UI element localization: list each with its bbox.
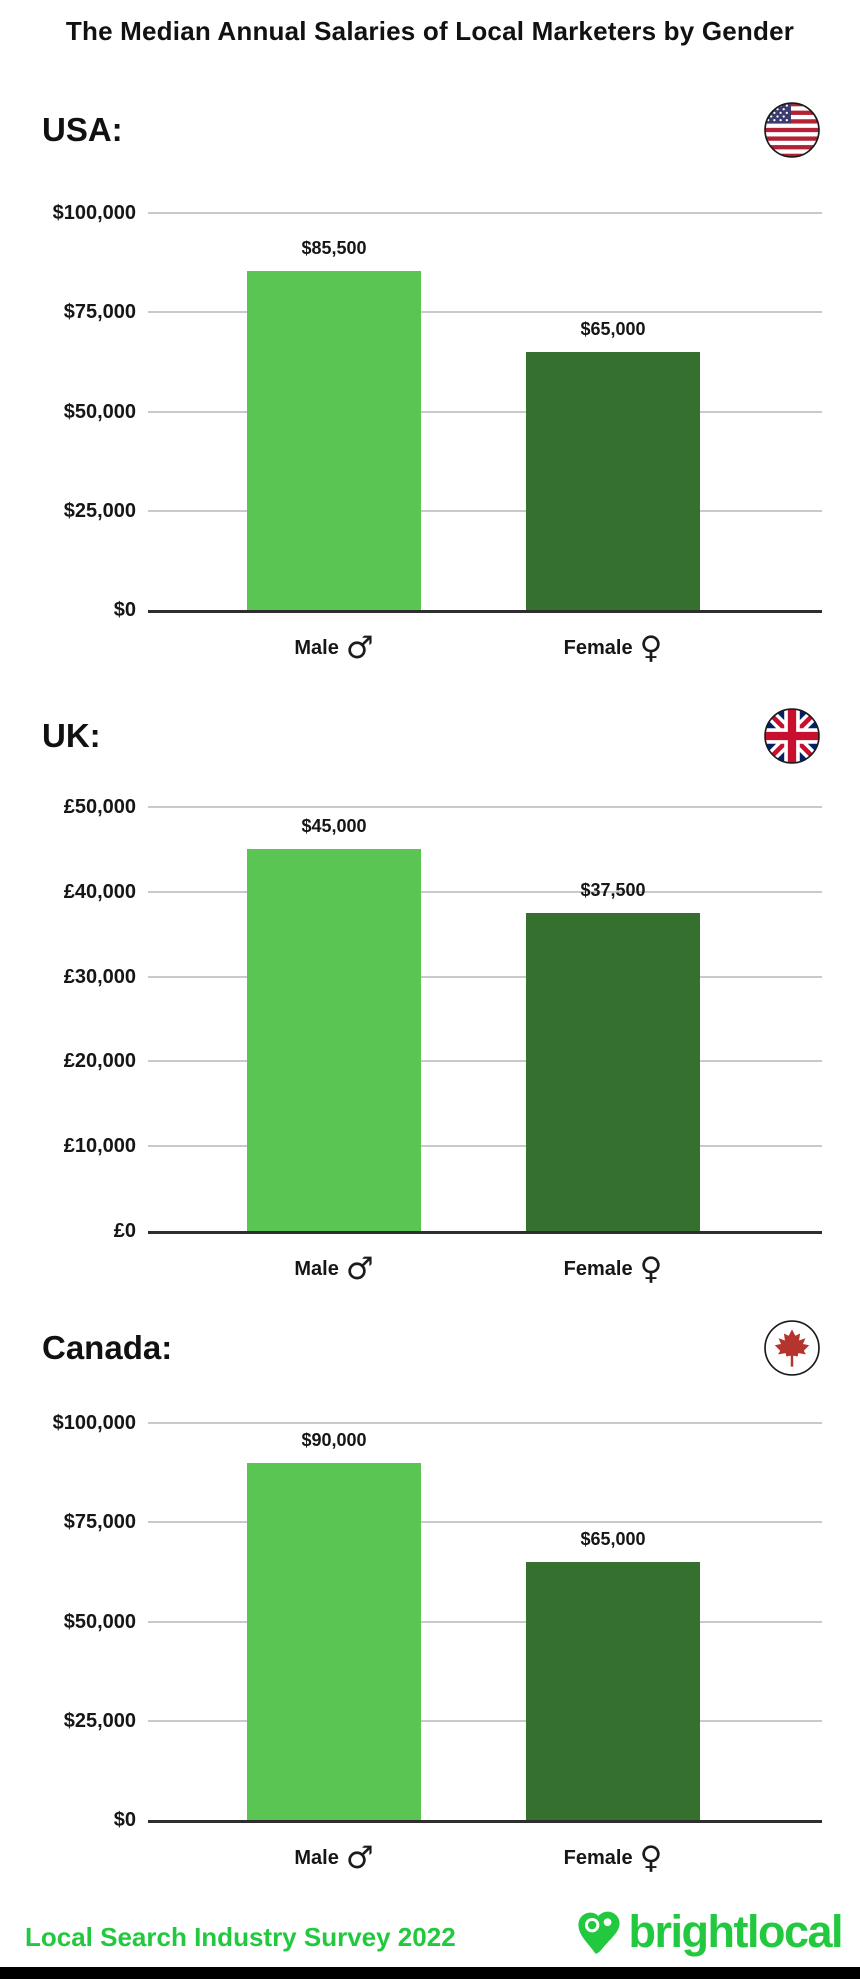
x-axis-label-male: Male ♂ [294, 628, 373, 668]
bar-value-label: $90,000 [301, 1429, 367, 1450]
gridline [148, 1620, 822, 1623]
gridline [148, 410, 822, 413]
brand-name: brightlocal [628, 1906, 843, 1957]
gridline [148, 1719, 822, 1722]
category-label: Female [563, 1846, 633, 1869]
y-tick-label: $0 [113, 1809, 136, 1831]
x-axis-label-male: Male ♂ [294, 1838, 373, 1878]
y-tick-label: $75,000 [63, 301, 136, 324]
female-icon: ♀ [639, 1250, 663, 1287]
y-tick-label: $0 [113, 599, 136, 621]
category-label: Male [294, 1846, 339, 1869]
gridline [148, 1422, 822, 1424]
gridline [148, 1145, 822, 1148]
section-title-canada: Canada: [42, 1329, 173, 1366]
male-icon: ♂ [345, 1839, 374, 1876]
brightlocal-pin-icon [578, 1911, 621, 1954]
section-head-canada: Canada: [42, 1318, 820, 1378]
male-bar [247, 1462, 421, 1820]
y-tick-label: £50,000 [63, 796, 136, 818]
category-label: Male [294, 636, 339, 659]
gridline [148, 1521, 822, 1524]
y-tick-label: £20,000 [63, 1050, 136, 1073]
x-axis-label-male: Male ♂ [294, 1249, 373, 1289]
x-axis-label-female: Female ♀ [564, 628, 663, 668]
bar-value-label: $37,500 [580, 880, 646, 900]
canada-flag-icon [764, 1320, 820, 1376]
y-tick-label: $50,000 [63, 1610, 136, 1633]
y-tick-label: £10,000 [63, 1135, 136, 1158]
y-tick-label: £30,000 [63, 965, 136, 988]
survey-label: Local Search Industry Survey 2022 [25, 1922, 456, 1952]
gridline [148, 1060, 822, 1063]
bar-value-label: $85,500 [301, 237, 367, 258]
section-head-usa: USA: [42, 100, 820, 160]
bar-value-label: $65,000 [580, 318, 646, 339]
male-bar [247, 849, 421, 1231]
bar-value-label: $45,000 [301, 816, 367, 837]
section-head-uk: UK: [42, 706, 820, 766]
y-tick-label: $25,000 [63, 1709, 136, 1732]
y-tick-label: £0 [113, 1220, 136, 1242]
page-title: The Median Annual Salaries of Local Mark… [65, 16, 795, 46]
female-icon: ♀ [639, 629, 663, 666]
y-tick-label: $50,000 [63, 400, 136, 423]
y-tick-label: $100,000 [52, 1412, 136, 1434]
female-bar [526, 351, 700, 610]
female-bar [526, 913, 700, 1231]
usa-flag-icon [764, 102, 820, 158]
brightlocal-logo: brightlocal [576, 1906, 843, 1958]
bar-value-label: $65,000 [580, 1528, 646, 1549]
uk-flag-icon [764, 708, 820, 764]
uk-chart: $45,000 $37,500 £50,000 £40,000 £30,000 £20,0… [25, 796, 825, 1301]
gridline [148, 509, 822, 512]
female-bar [526, 1561, 700, 1820]
bottom-border-bar [0, 1967, 860, 1979]
y-tick-label: $25,000 [63, 499, 136, 522]
male-icon: ♂ [345, 629, 374, 666]
gridline [148, 212, 822, 214]
canada-chart: $90,000 $65,000 $100,000 $75,000 $50,000 $25,… [25, 1412, 825, 1890]
gridline [148, 890, 822, 893]
category-label: Male [294, 1257, 339, 1280]
plot-area: $90,000 $65,000 [148, 1422, 822, 1823]
y-tick-label: £40,000 [63, 880, 136, 903]
x-axis-label-female: Female ♀ [564, 1838, 663, 1878]
gridline [148, 311, 822, 314]
category-label: Female [563, 636, 633, 659]
male-icon: ♂ [345, 1250, 374, 1287]
gridline [148, 806, 822, 808]
plot-area: $85,500 $65,000 [148, 212, 822, 613]
x-axis-label-female: Female ♀ [564, 1249, 663, 1289]
male-bar [247, 270, 421, 610]
section-title-uk: UK: [42, 717, 101, 754]
y-tick-label: $75,000 [63, 1511, 136, 1534]
section-title-usa: USA: [42, 111, 123, 148]
gridline [148, 975, 822, 978]
y-tick-label: $100,000 [52, 202, 136, 224]
female-icon: ♀ [639, 1839, 663, 1876]
usa-chart: $85,500 $65,000 $100,000 $75,000 $50,000 $25,… [25, 202, 825, 680]
category-label: Female [563, 1257, 633, 1280]
plot-area: $45,000 $37,500 [148, 806, 822, 1234]
